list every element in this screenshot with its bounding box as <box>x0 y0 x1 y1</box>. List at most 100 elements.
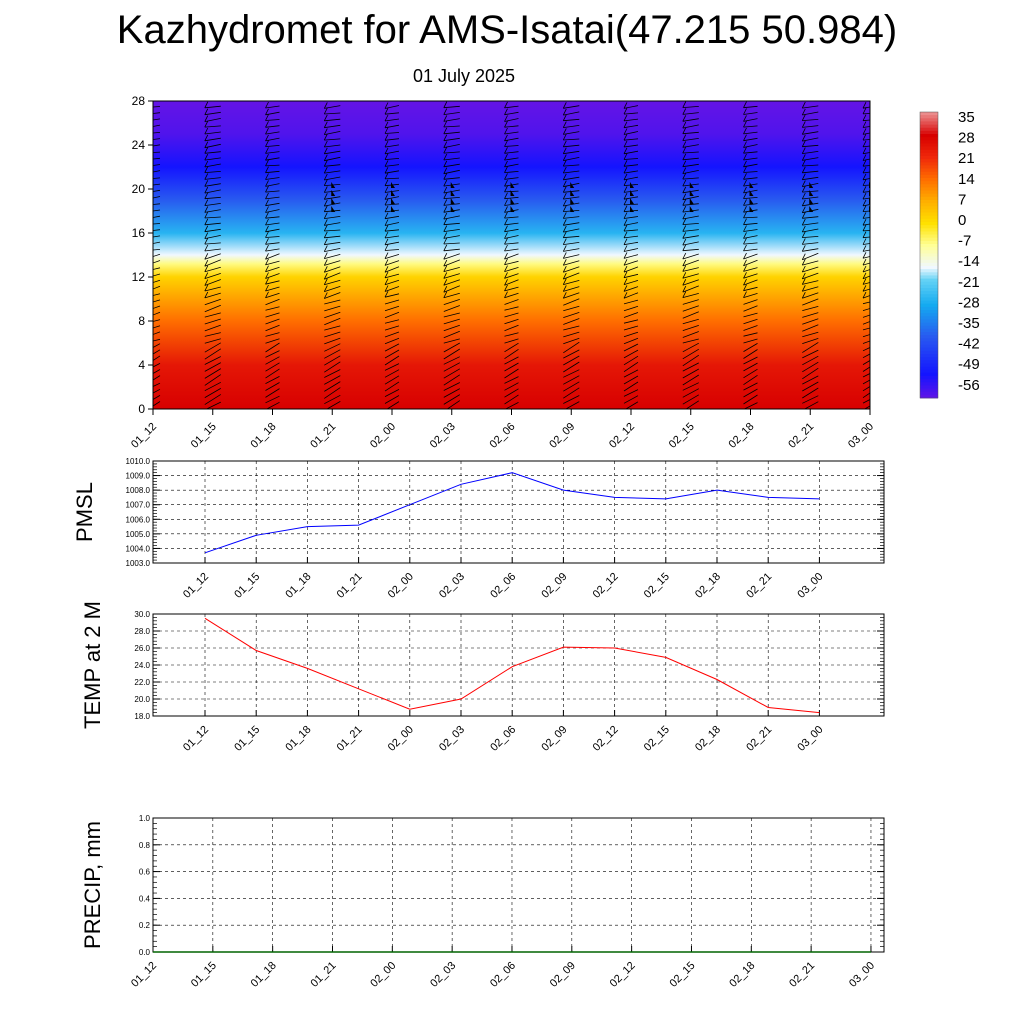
wind-barb-feather <box>862 140 867 148</box>
wind-barb <box>563 381 580 392</box>
wind-barb <box>802 242 819 245</box>
wind-barb <box>324 144 341 148</box>
wind-barb-pennant <box>450 190 455 196</box>
wind-barb <box>743 242 758 245</box>
wind-barb <box>265 236 280 238</box>
wind-barb-feather <box>862 154 867 161</box>
colorbar-cell <box>920 193 938 198</box>
wind-barb <box>443 242 460 245</box>
wind-barb <box>504 203 519 206</box>
wind-barb <box>862 204 870 207</box>
wind-barb <box>504 131 519 135</box>
wind-barb-feather <box>146 147 149 153</box>
wind-barb <box>862 223 870 226</box>
wind-barb-feather <box>862 291 867 299</box>
wind-barb <box>682 374 700 386</box>
wind-barb <box>743 349 758 359</box>
wind-barb <box>265 157 280 161</box>
wind-barb <box>504 235 519 239</box>
colorbar-cell <box>920 228 938 232</box>
wind-barb <box>623 375 639 385</box>
wind-barb-feather <box>682 212 687 220</box>
wind-barb <box>563 138 580 141</box>
wind-barb <box>743 332 758 337</box>
wind-barb-feather <box>623 292 628 299</box>
wind-barb <box>862 282 870 285</box>
wind-barb-feather <box>146 102 149 108</box>
colorbar-cell <box>920 391 938 396</box>
wind-barb <box>862 230 870 232</box>
wind-barb <box>153 331 161 335</box>
y-tick-label: 1008.0 <box>126 486 151 495</box>
wind-barb <box>743 248 758 252</box>
wind-barb-feather <box>801 258 806 266</box>
wind-barb <box>504 171 519 173</box>
wind-barb-feather <box>323 133 328 141</box>
wind-barb-feather <box>323 285 328 292</box>
wind-barb <box>623 138 639 141</box>
wind-barb-feather <box>623 212 628 219</box>
wind-barb <box>504 157 519 161</box>
wind-barb <box>862 321 870 325</box>
wind-barb <box>802 375 819 385</box>
colorbar-cell <box>920 316 938 320</box>
wind-barb <box>204 362 221 372</box>
wind-barb <box>563 118 580 122</box>
wind-barb-feather <box>443 225 448 232</box>
wind-barb-feather <box>862 205 867 212</box>
wind-barb <box>265 177 280 180</box>
wind-barb <box>623 105 639 109</box>
wind-barb-feather <box>443 146 448 154</box>
wind-barb-feather <box>801 292 806 299</box>
wind-barb <box>384 196 400 200</box>
colorbar-cell <box>920 385 938 389</box>
wind-barb <box>324 164 341 167</box>
y-tick-label: 24.0 <box>134 661 150 670</box>
wind-barb <box>324 375 341 385</box>
wind-barb <box>324 254 341 259</box>
wind-barb <box>862 327 870 331</box>
wind-barb-feather <box>504 127 508 135</box>
wind-barb-pennant <box>331 206 336 212</box>
wind-barb-feather <box>682 265 687 272</box>
wind-barb-feather <box>323 186 328 193</box>
wind-barb <box>862 113 870 115</box>
wind-barb-feather <box>443 206 448 213</box>
wind-barb <box>504 222 519 226</box>
wind-barb <box>153 241 161 244</box>
colorbar-cell <box>920 159 938 163</box>
colorbar-cell <box>920 341 938 345</box>
x-tick-label: 02_18 <box>693 571 723 601</box>
wind-barb <box>623 266 639 273</box>
wind-barb-feather <box>504 199 508 206</box>
wind-barb <box>504 105 519 109</box>
wind-barb <box>563 292 580 299</box>
wind-barb-feather <box>204 186 209 194</box>
wind-barb <box>743 216 758 219</box>
x-tick-label: 01_12 <box>181 724 211 754</box>
wind-barb <box>384 235 400 239</box>
wind-barb <box>862 256 870 259</box>
wind-barb-feather <box>862 147 867 154</box>
wind-barb <box>153 124 161 127</box>
wind-barb-feather <box>323 154 328 161</box>
wind-barb <box>324 387 341 399</box>
wind-barb <box>682 279 699 286</box>
wind-barb-pennant <box>809 190 814 196</box>
wind-barb <box>504 394 519 405</box>
wind-barb <box>204 183 221 187</box>
wind-barb <box>504 324 519 332</box>
wind-barb-feather <box>443 265 448 272</box>
wind-barb-feather <box>443 101 448 108</box>
wind-barb <box>324 118 341 122</box>
y-tick-label: 4 <box>138 358 145 372</box>
wind-barb <box>153 229 161 231</box>
wind-barb <box>204 279 221 286</box>
wind-barb-feather <box>384 160 389 167</box>
wind-barb <box>204 318 221 325</box>
wind-barb <box>504 177 519 180</box>
wind-barb-feather <box>204 166 209 173</box>
wind-barb-feather <box>862 252 867 259</box>
wind-barb <box>384 124 400 129</box>
wind-barb-feather <box>504 225 508 232</box>
